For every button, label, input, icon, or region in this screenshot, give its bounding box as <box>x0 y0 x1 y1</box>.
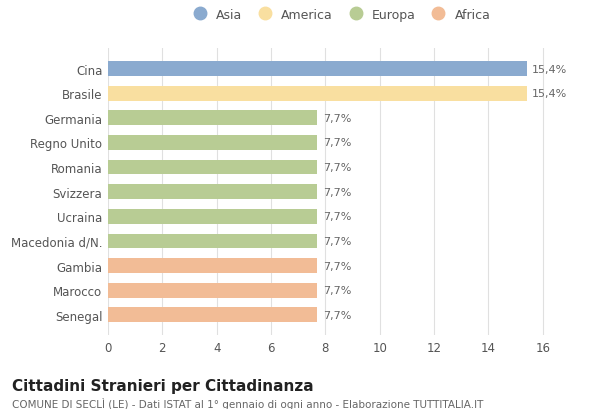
Bar <box>108 185 317 200</box>
Text: 15,4%: 15,4% <box>532 65 567 74</box>
Bar <box>108 308 317 322</box>
Bar <box>108 136 317 151</box>
Text: 7,7%: 7,7% <box>323 187 351 197</box>
Bar <box>108 234 317 249</box>
Text: COMUNE DI SECLÌ (LE) - Dati ISTAT al 1° gennaio di ogni anno - Elaborazione TUTT: COMUNE DI SECLÌ (LE) - Dati ISTAT al 1° … <box>12 397 484 409</box>
Text: 7,7%: 7,7% <box>323 114 351 124</box>
Text: Cittadini Stranieri per Cittadinanza: Cittadini Stranieri per Cittadinanza <box>12 378 314 393</box>
Text: 7,7%: 7,7% <box>323 212 351 222</box>
Legend: Asia, America, Europa, Africa: Asia, America, Europa, Africa <box>182 4 496 27</box>
Bar <box>108 87 527 101</box>
Text: 7,7%: 7,7% <box>323 236 351 246</box>
Text: 15,4%: 15,4% <box>532 89 567 99</box>
Bar <box>108 62 527 77</box>
Bar <box>108 209 317 224</box>
Text: 7,7%: 7,7% <box>323 261 351 271</box>
Bar <box>108 111 317 126</box>
Bar <box>108 258 317 273</box>
Bar <box>108 160 317 175</box>
Text: 7,7%: 7,7% <box>323 310 351 320</box>
Text: 7,7%: 7,7% <box>323 285 351 295</box>
Bar <box>108 283 317 298</box>
Text: 7,7%: 7,7% <box>323 138 351 148</box>
Text: 7,7%: 7,7% <box>323 163 351 173</box>
